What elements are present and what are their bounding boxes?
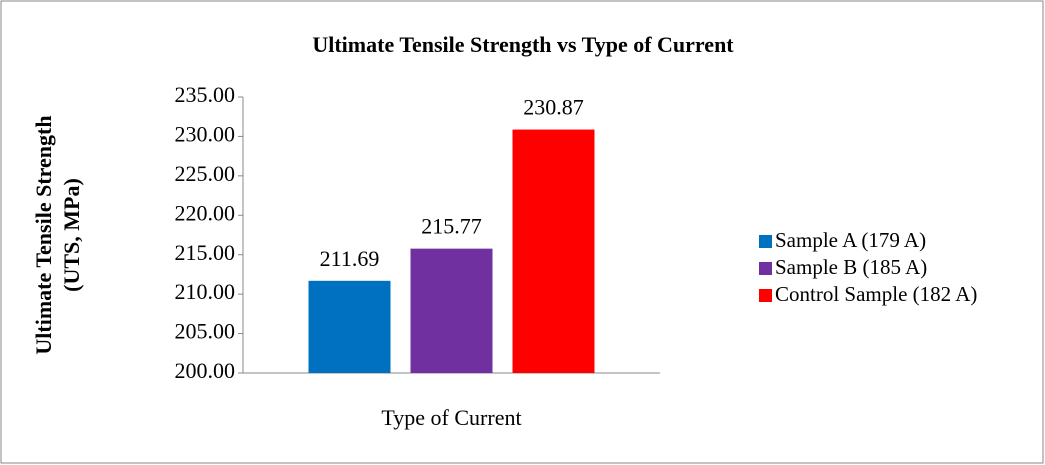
y-tick-label: 225.00 [175,161,236,186]
data-label: 211.69 [320,246,380,271]
legend-label: Sample B (185 A) [775,255,927,279]
bar [308,280,391,373]
legend-label: Control Sample (182 A) [775,282,977,306]
legend-label: Sample A (179 A) [775,228,926,252]
bar [512,129,595,373]
chart-title: Ultimate Tensile Strength vs Type of Cur… [312,32,734,57]
x-tick-label: Type of Current [381,405,521,430]
data-label: 215.77 [421,214,482,239]
legend-swatch [759,235,772,248]
y-tick-label: 200.00 [175,358,236,383]
legend-swatch [759,289,772,302]
y-tick-label: 215.00 [175,240,236,265]
y-tick-label: 235.00 [175,82,236,107]
data-label: 230.87 [523,95,584,120]
legend-swatch [759,262,772,275]
y-tick-label: 230.00 [175,121,236,146]
y-axis-label: Ultimate Tensile Strength [31,115,56,354]
y-tick-label: 220.00 [175,200,236,225]
y-axis-label: (UTS, MPa) [59,178,84,292]
bar [410,248,493,373]
y-tick-label: 205.00 [175,319,236,344]
y-tick-label: 210.00 [175,279,236,304]
